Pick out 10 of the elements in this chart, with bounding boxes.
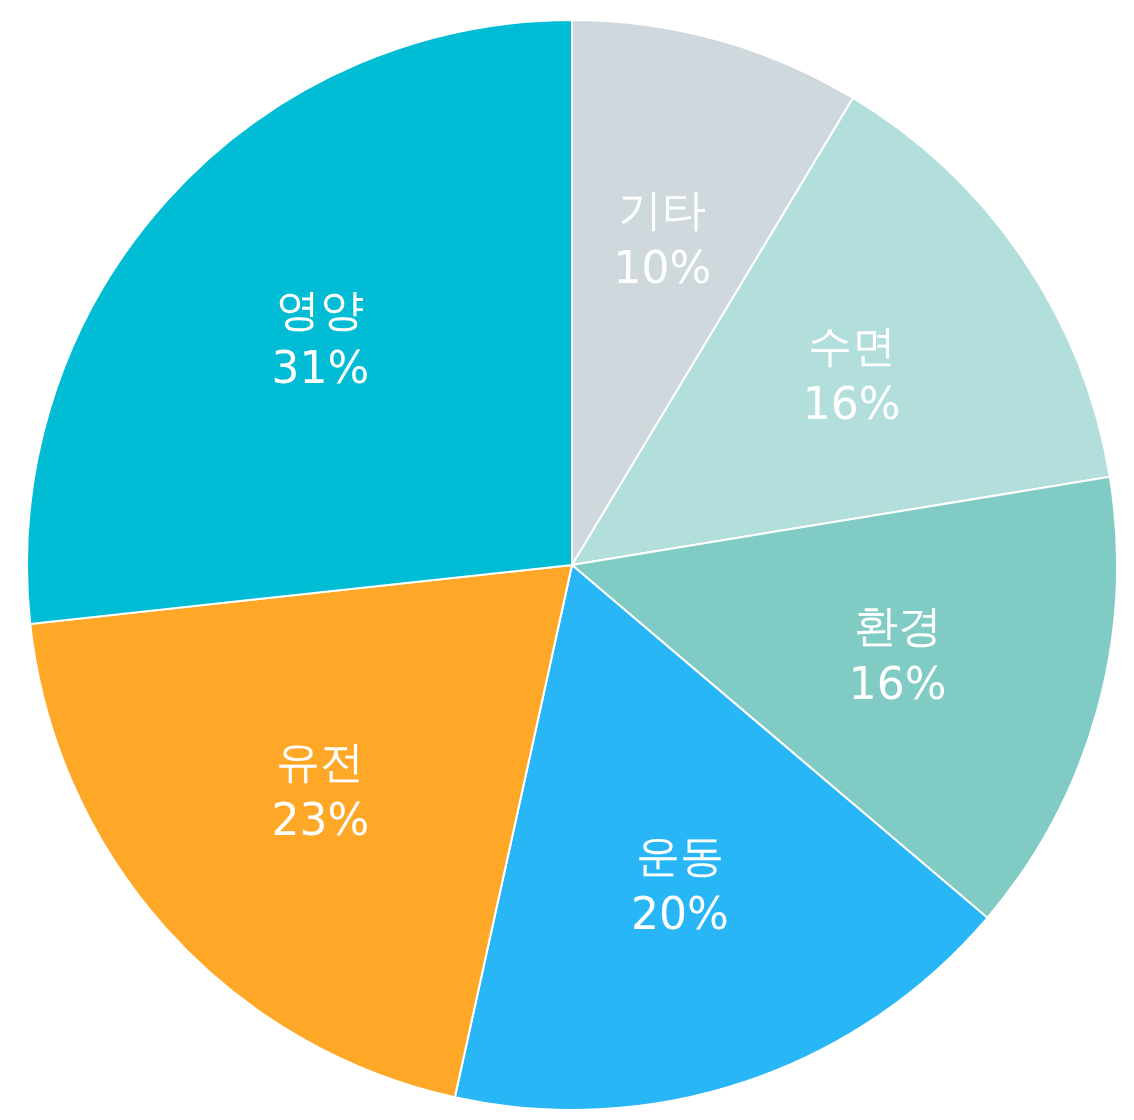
slice-label: 수면: [807, 320, 896, 372]
data-label: 16%: [848, 658, 947, 710]
slice-label: 운동: [635, 830, 724, 882]
data-label: 20%: [630, 888, 729, 940]
slice-label: 환경: [853, 600, 942, 652]
slice-label: 영양: [276, 284, 365, 336]
data-label: 31%: [271, 342, 370, 394]
data-label: 23%: [271, 793, 370, 845]
slice-label: 유전: [276, 735, 365, 787]
data-label: 16%: [802, 378, 901, 430]
